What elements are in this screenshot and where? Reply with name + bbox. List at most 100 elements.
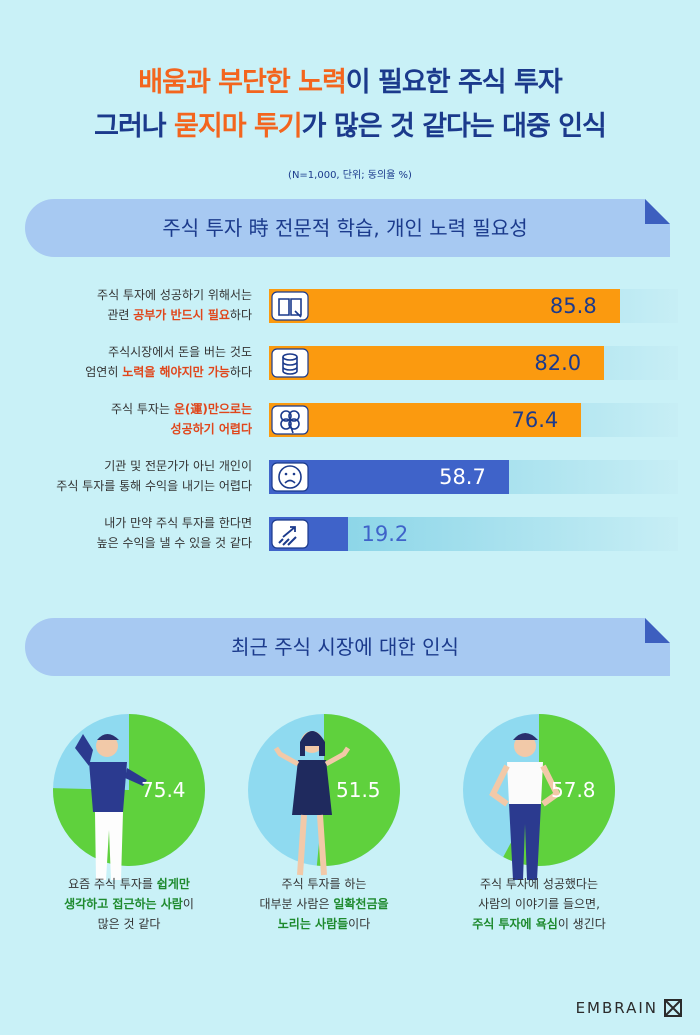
pie-svg bbox=[248, 714, 401, 876]
bar bbox=[269, 403, 582, 437]
pie-svg bbox=[463, 714, 615, 880]
section-1-banner: 주식 투자 時 전문적 학습, 개인 노력 필요성 bbox=[25, 199, 670, 257]
sad-face-icon bbox=[271, 462, 309, 492]
label-text: 관련 bbox=[107, 308, 134, 322]
bar-value-label: 85.8 bbox=[549, 294, 597, 318]
bar-value-label: 19.2 bbox=[361, 522, 409, 546]
label-line: 주식 투자에 욕심이 생긴다 bbox=[429, 914, 649, 934]
section-2-banner: 최근 주식 시장에 대한 인식 bbox=[25, 618, 670, 676]
pie-caption: 요즘 주식 투자를 쉽게만 생각하고 접근하는 사람이 많은 것 같다 bbox=[19, 874, 239, 934]
label-text: 주식 투자를 통해 수익을 내기는 어렵다 bbox=[56, 479, 252, 493]
label-line: 주식 투자에 성공했다는 bbox=[429, 874, 649, 894]
label-highlight: 주식 투자에 욕심 bbox=[472, 917, 558, 931]
label-text: 기관 및 전문가가 아닌 개인이 bbox=[104, 459, 252, 473]
label-text: 주식시장에서 돈을 버는 것도 bbox=[108, 345, 252, 359]
logo-mark-icon bbox=[664, 999, 682, 1017]
label-text: 대부분 사람은 bbox=[259, 897, 334, 911]
label-text: 사람의 이야기를 들으면, bbox=[478, 897, 600, 911]
label-line: 노리는 사람들이다 bbox=[214, 914, 434, 934]
label-line: 주식 투자는 운(運)만으로는 bbox=[111, 399, 252, 419]
coins-icon bbox=[271, 348, 309, 378]
label-text: 주식 투자에 성공하기 위해서는 bbox=[97, 288, 252, 302]
label-line: 주식 투자를 통해 수익을 내기는 어렵다 bbox=[56, 476, 252, 496]
headline-line-1: 배움과 부단한 노력이 필요한 주식 투자 bbox=[0, 60, 700, 99]
label-highlight: 노리는 사람들 bbox=[277, 917, 349, 931]
label-text: 주식 투자에 성공했다는 bbox=[479, 877, 599, 891]
bar-value-label: 76.4 bbox=[511, 408, 559, 432]
section-1-title: 주식 투자 時 전문적 학습, 개인 노력 필요성 bbox=[162, 216, 528, 240]
label-text: 이 bbox=[182, 897, 194, 911]
headline-line-2: 그러나 묻지마 투기가 많은 것 같다는 대중 인식 bbox=[0, 104, 700, 143]
headline-text: 그러나 bbox=[94, 111, 175, 142]
book-icon bbox=[271, 291, 309, 321]
pie-chart: 75.4 bbox=[45, 700, 265, 880]
label-text: 하다 bbox=[229, 365, 252, 379]
banner-shape bbox=[25, 199, 670, 257]
label-line: 주식 투자를 하는 bbox=[214, 874, 434, 894]
label-text: 주식 투자를 하는 bbox=[281, 877, 367, 891]
label-text: 내가 만약 주식 투자를 한다면 bbox=[104, 516, 252, 530]
shrugging-woman-icon bbox=[273, 731, 351, 876]
chart-arrow-icon bbox=[271, 519, 309, 549]
clover-icon bbox=[271, 405, 309, 435]
banner-shape bbox=[25, 618, 670, 676]
pie-agree-slice bbox=[316, 714, 401, 866]
label-highlight: 쉽게만 bbox=[156, 877, 190, 891]
label-line: 요즘 주식 투자를 쉽게만 bbox=[19, 874, 239, 894]
label-line: 내가 만약 주식 투자를 한다면 bbox=[97, 513, 252, 533]
headline-text: 가 많은 것 같다는 대중 인식 bbox=[301, 111, 607, 142]
label-highlight: 일확천금을 bbox=[333, 897, 389, 911]
survey-note: (N=1,000, 단위; 동의율 %) bbox=[288, 170, 412, 181]
hands-on-hips-man-icon bbox=[489, 733, 561, 880]
pie-caption: 주식 투자를 하는 대부분 사람은 일확천금을 노리는 사람들이다 bbox=[214, 874, 434, 934]
section-2-title: 최근 주식 시장에 대한 인식 bbox=[231, 635, 459, 659]
pie-chart: 51.5 bbox=[240, 700, 460, 880]
label-highlight: 공부가 반드시 필요 bbox=[133, 308, 230, 322]
pie-value-label: 51.5 bbox=[336, 778, 381, 802]
label-line: 관련 공부가 반드시 필요하다 bbox=[97, 305, 252, 325]
pie-chart: 57.8 bbox=[455, 700, 675, 880]
label-text: 엄연히 bbox=[85, 365, 123, 379]
headline-text: 이 필요한 주식 투자 bbox=[345, 67, 563, 98]
pie-value-label: 57.8 bbox=[551, 778, 596, 802]
label-highlight: 운(運)만으로는 bbox=[173, 402, 252, 416]
label-line: 주식시장에서 돈을 버는 것도 bbox=[85, 342, 252, 362]
bar-value-label: 82.0 bbox=[534, 351, 582, 375]
label-line: 주식 투자에 성공하기 위해서는 bbox=[97, 285, 252, 305]
bar bbox=[269, 460, 510, 494]
label-line: 기관 및 전문가가 아닌 개인이 bbox=[56, 456, 252, 476]
bar bbox=[269, 346, 605, 380]
label-line: 대부분 사람은 일확천금을 bbox=[214, 894, 434, 914]
label-text: 이 생긴다 bbox=[557, 917, 606, 931]
label-highlight: 성공하기 어렵다 bbox=[170, 422, 252, 436]
pie-svg bbox=[52, 714, 205, 880]
headline-highlight: 묻지마 투기 bbox=[174, 111, 303, 142]
headline-highlight: 배움과 부단한 노력 bbox=[138, 67, 347, 98]
label-text: 이다 bbox=[348, 917, 371, 931]
bar bbox=[269, 289, 620, 323]
label-text: 하다 bbox=[229, 308, 252, 322]
label-line: 성공하기 어렵다 bbox=[111, 419, 252, 439]
label-line: 많은 것 같다 bbox=[19, 914, 239, 934]
label-line: 사람의 이야기를 들으면, bbox=[429, 894, 649, 914]
label-line: 생각하고 접근하는 사람이 bbox=[19, 894, 239, 914]
logo-text: EMBRAIN bbox=[575, 999, 658, 1017]
label-highlight: 노력을 해야지만 가능 bbox=[122, 365, 230, 379]
pie-agree-slice bbox=[52, 714, 205, 866]
label-text: 요즘 주식 투자를 bbox=[68, 877, 157, 891]
label-text: 주식 투자는 bbox=[110, 402, 174, 416]
bar-value-label: 58.7 bbox=[439, 465, 486, 489]
label-line: 높은 수익을 낼 수 있을 것 같다 bbox=[97, 533, 252, 553]
label-text: 많은 것 같다 bbox=[97, 917, 161, 931]
confused-man-icon bbox=[75, 734, 147, 880]
